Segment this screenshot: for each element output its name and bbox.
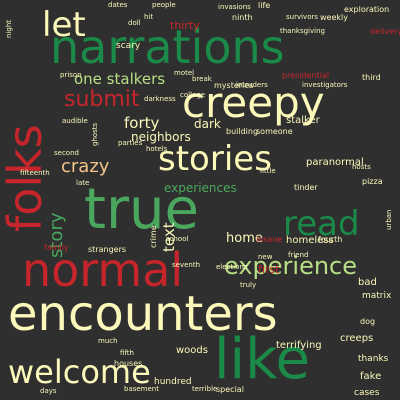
cloud-word: night [5,19,13,38]
cloud-word: fifth [120,349,134,357]
cloud-word: prison [60,71,82,79]
cloud-word: school [166,235,189,243]
cloud-word: truly [240,281,257,289]
cloud-word: ghosts [91,122,99,146]
cloud-word: presidential [282,71,330,80]
cloud-word: days [40,387,57,395]
cloud-word: delivery [370,27,400,36]
cloud-word: cases [354,388,380,398]
cloud-word: basement [124,385,159,393]
cloud-word: scary [116,41,141,51]
cloud-word: strangers [88,245,127,254]
cloud-word: thanksgiving [280,27,325,35]
cloud-word: terrible [192,385,218,393]
cloud-word: hosts [352,163,371,171]
cloud-word: welcome [8,353,151,391]
cloud-word: building [226,127,259,136]
cloud-word: creepy [182,78,325,127]
cloud-word: crazy [61,156,110,177]
cloud-word: audible [62,117,88,125]
cloud-word: fake [360,371,382,382]
cloud-word: hotels [146,145,168,153]
cloud-word: survivors [286,13,318,21]
cloud-word: friend [288,251,309,259]
cloud-word: fifteenth [20,169,50,177]
cloud-word: new [258,253,273,261]
cloud-word: family [44,243,69,252]
cloud-word: dark [194,117,221,131]
cloud-word: home [226,231,263,246]
cloud-word: exploration [344,5,390,14]
cloud-word: tinder [294,183,318,192]
cloud-word: stories [158,139,272,179]
cloud-word: like [214,327,311,392]
cloud-word: dog [360,317,376,326]
cloud-word: much [98,337,118,345]
cloud-word: college [180,91,206,99]
cloud-word: one stalkers [74,70,166,88]
cloud-word: experiences [164,181,237,195]
cloud-word: third [362,73,381,82]
cloud-word: invasions [218,3,251,11]
cloud-word: little [260,167,276,175]
cloud-word: motel [174,69,195,77]
cloud-word: first [258,263,280,276]
cloud-word: bad [358,277,377,288]
cloud-word: darkness [144,95,176,103]
cloud-word: encounters [8,286,278,342]
cloud-word: life [258,1,271,10]
cloud-word: break [192,75,212,83]
cloud-word: seventh [172,261,201,269]
cloud-word: people [152,1,176,9]
cloud-word: second [54,149,79,157]
cloud-word: read [283,204,360,244]
cloud-word: experience [224,252,358,280]
cloud-word: fourth [318,235,343,244]
cloud-word: neighbors [131,130,191,144]
cloud-word: dates [108,1,128,9]
cloud-word: creeps [340,333,374,344]
cloud-word: woods [176,345,208,356]
cloud-word: special [216,385,244,394]
cloud-word: paranormal [306,157,364,168]
cloud-word: urban [385,209,393,230]
cloud-word: parties [118,139,143,147]
cloud-word: doll [128,19,141,27]
cloud-word: ninth [232,13,253,22]
cloud-word: crime [149,225,158,248]
cloud-word: thirty [170,19,200,32]
cloud-word: homeless [286,235,334,246]
cloud-word: thanks [358,354,389,364]
cloud-word: pizza [362,177,383,186]
cloud-word: hundred [154,377,192,387]
cloud-word: folks [0,124,52,232]
cloud-word: terrifying [276,340,322,351]
cloud-word: narrations [50,20,285,74]
cloud-word: let [42,5,86,45]
cloud-word: someone [256,127,293,136]
cloud-word: normal [22,243,184,297]
cloud-word: insane [256,235,283,244]
cloud-word: weekly [320,13,348,22]
cloud-word: mysteries [214,81,254,90]
cloud-word: houses [114,359,143,368]
cloud-word: elections [216,263,248,271]
cloud-word: true [84,177,199,242]
cloud-word: matrix [362,291,392,301]
cloud-word: investigators [302,81,348,89]
cloud-word: forty [124,114,160,132]
cloud-word: late [76,179,90,187]
cloud-word: intruders [236,81,268,89]
cloud-word: submit [64,87,140,112]
cloud-word: hit [144,13,154,21]
cloud-word: stalker [286,115,320,126]
